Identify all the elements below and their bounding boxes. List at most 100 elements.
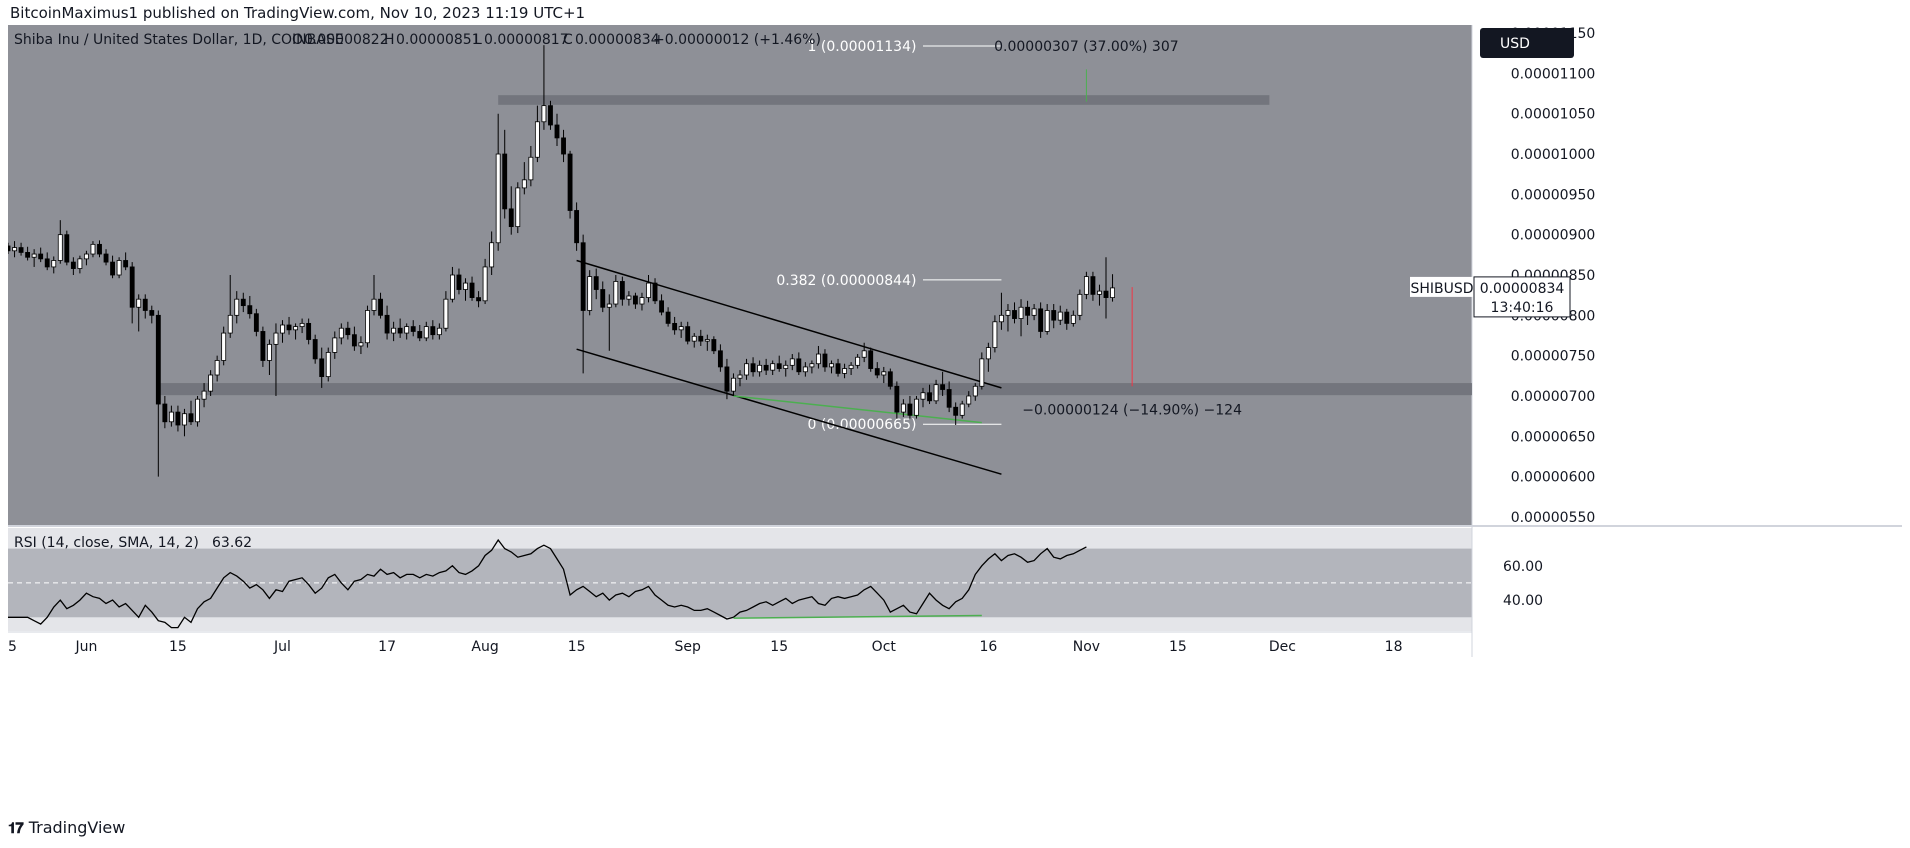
candle-body (149, 310, 155, 316)
candle-body (378, 298, 383, 316)
candle-body (907, 403, 913, 416)
tradingview-logo: 𝟏𝟕 TradingView (8, 818, 125, 837)
candle-body (325, 352, 331, 378)
current-price-label: SHIBUSD 0.00000834 13:40:16 (1410, 276, 1571, 318)
candle-body (920, 392, 926, 400)
candle-body (848, 364, 854, 369)
main-pane-bg (8, 25, 1472, 525)
candle-body (502, 153, 508, 210)
price-axis-tick-label: 0.00001050 (1511, 107, 1596, 123)
candle-body (430, 326, 436, 336)
candle-body (541, 105, 547, 123)
time-axis-tick-label: Aug (471, 639, 498, 655)
candle-body (195, 398, 200, 423)
candle-body (763, 364, 769, 371)
time-axis-tick-label: Sep (675, 639, 702, 655)
time-axis-tick-label: Jul (273, 639, 291, 655)
candle-body (574, 210, 580, 244)
fib-level-label: 0 (0.00000665) (808, 417, 917, 433)
svg-text:+0.00000012 (+1.46%): +0.00000012 (+1.46%) (653, 32, 821, 48)
measure-up-label: 0.00000307 (37.00%) 307 (994, 39, 1179, 55)
candle-body (776, 363, 782, 369)
candle-body (260, 331, 266, 361)
horizontal-zone (498, 95, 1270, 105)
candle-body (783, 364, 789, 369)
candle-body (789, 358, 795, 366)
price-axis-tick-label: 0.00000650 (1511, 429, 1596, 445)
candle-body (678, 326, 684, 331)
candle-body (691, 335, 697, 342)
candle-body (940, 384, 946, 390)
candle-body (521, 179, 527, 189)
candle-body (116, 260, 122, 276)
candle-body (1097, 290, 1102, 295)
candle-body (5, 245, 11, 252)
candle-body (482, 266, 488, 302)
candle-body (155, 314, 161, 405)
candle-body (1057, 311, 1063, 321)
time-axis-tick-label: 15 (8, 639, 17, 655)
candle-body (626, 295, 632, 300)
measure-down-label: −0.00000124 (−14.90%) −124 (1022, 402, 1242, 418)
candle-body (51, 260, 57, 268)
candle-body (103, 253, 109, 263)
price-chart[interactable]: 1 (0.00001134) 0.382 (0.00000844) 0 (0.000… (0, 25, 1902, 801)
candle-body (757, 364, 763, 373)
candle-body (97, 243, 102, 255)
svg-text:USD: USD (1500, 36, 1530, 52)
price-axis-tick-label: 0.00000950 (1511, 187, 1596, 203)
candle-body (450, 274, 455, 300)
candle-body (319, 358, 325, 378)
candle-body (371, 298, 377, 311)
candle-body (992, 321, 998, 348)
candle-body (142, 298, 148, 311)
candle-body (731, 377, 736, 392)
candle-body (587, 276, 593, 311)
candle-body (31, 253, 37, 258)
currency-button[interactable]: USD (1480, 28, 1574, 58)
svg-text:0.00000822: 0.00000822 (304, 32, 389, 48)
price-axis-tick-label: 0.00000600 (1511, 470, 1596, 486)
candle-body (802, 366, 808, 373)
svg-text:H: H (384, 32, 395, 48)
svg-text:0.00000834: 0.00000834 (575, 32, 660, 48)
price-axis-tick-label: 0.00001100 (1511, 66, 1596, 82)
footer-brand: TradingView (28, 818, 126, 837)
price-axis-bg (1472, 25, 1902, 801)
candle-body (1103, 290, 1109, 298)
candle-body (1044, 310, 1050, 332)
candle-body (1070, 314, 1076, 324)
candle-body (57, 234, 63, 261)
candle-body (338, 327, 344, 339)
candle-body (1031, 308, 1037, 316)
candle-body (463, 282, 468, 290)
candle-body (273, 332, 279, 345)
candle-body (38, 253, 44, 260)
candle-body (829, 363, 834, 368)
svg-text:C: C (563, 32, 573, 48)
candle-body (600, 289, 606, 308)
candle-body (1077, 293, 1083, 316)
rsi-axis-tick-label: 60.00 (1503, 559, 1543, 575)
candle-body (436, 327, 442, 336)
candle-body (293, 326, 298, 331)
candle-body (796, 358, 802, 373)
fib-level-label: 1 (0.00001134) (808, 39, 917, 55)
candle-body (672, 322, 678, 331)
candle-body (25, 252, 31, 258)
candle-body (881, 371, 887, 376)
channel-upper-line (576, 259, 1002, 389)
time-axis-tick-label: 15 (770, 639, 788, 655)
chart-panel[interactable]: 1 (0.00001134) 0.382 (0.00000844) 0 (0.000… (0, 25, 1902, 801)
candle-body (247, 305, 253, 315)
candle-body (240, 298, 246, 307)
time-axis-tick-label: 18 (1385, 639, 1403, 655)
candle-body (613, 281, 619, 305)
time-axis-tick-label: 15 (1169, 639, 1187, 655)
candle-body (110, 261, 115, 276)
candle-body (737, 374, 743, 379)
candle-body (1110, 287, 1115, 298)
rsi-line (8, 538, 1087, 629)
candle-body (966, 395, 972, 405)
svg-text:0.00000851: 0.00000851 (396, 32, 481, 48)
